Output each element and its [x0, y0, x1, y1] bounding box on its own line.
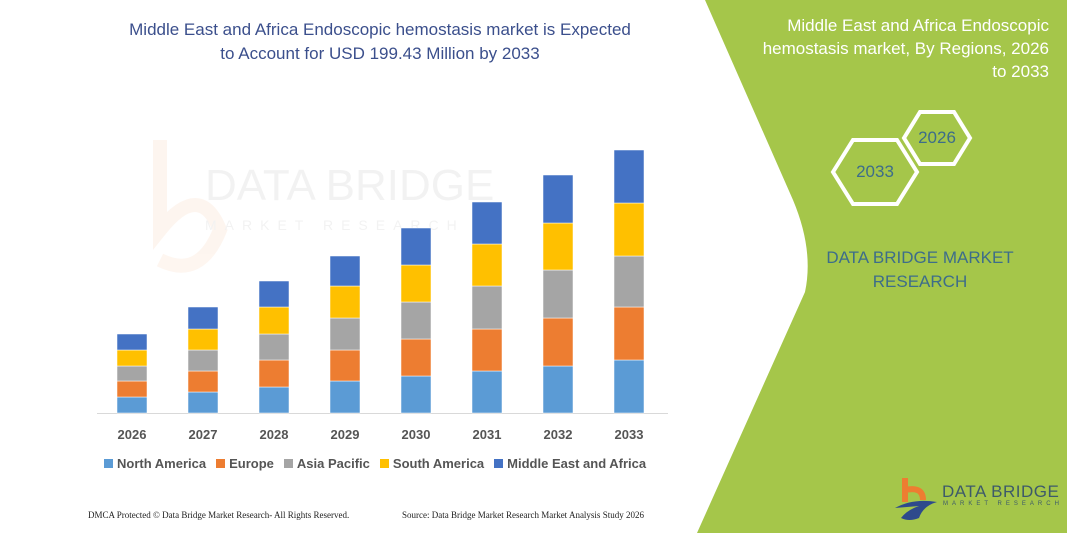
- legend: North America Europe Asia Pacific South Ame…: [104, 456, 646, 471]
- side-panel-title: Middle East and Africa Endoscopic hemost…: [762, 16, 1049, 81]
- bar-segment-asia-pacific-2030: [400, 301, 432, 340]
- x-tick-label: 2029: [331, 427, 360, 442]
- bar-segment-asia-pacific-2031: [471, 285, 503, 330]
- legend-label: Middle East and Africa: [507, 456, 647, 471]
- legend-label: Asia Pacific: [296, 456, 370, 471]
- x-tick-label: 2030: [402, 427, 431, 442]
- bar-segment-south-america-2029: [329, 285, 361, 319]
- bar-segment-middle-east-and-africa-2031: [471, 201, 503, 245]
- brand-text: DATA BRIDGE MARKET RESEARCH: [826, 248, 1014, 291]
- bar-segment-asia-pacific-2033: [613, 255, 645, 308]
- bar-segment-middle-east-and-africa-2027: [187, 306, 219, 330]
- bar-segment-south-america-2030: [400, 264, 432, 303]
- x-tick-label: 2032: [544, 427, 573, 442]
- bar-segment-europe-2030: [400, 338, 432, 377]
- legend-swatch: [379, 459, 389, 468]
- bar-segment-north-america-2027: [187, 391, 219, 414]
- bar-segment-south-america-2032: [542, 222, 574, 271]
- legend-swatch: [216, 459, 226, 468]
- bar-segment-middle-east-and-africa-2029: [329, 255, 361, 287]
- hex-label-end: 2033: [856, 162, 894, 181]
- bar-segment-north-america-2029: [329, 380, 361, 414]
- bar-segment-north-america-2031: [471, 370, 503, 414]
- bar-segment-europe-2033: [613, 306, 645, 361]
- bar-segment-south-america-2027: [187, 328, 219, 351]
- footer-copyright: DMCA Protected © Data Bridge Market Rese…: [88, 510, 350, 520]
- x-tick-label: 2028: [260, 427, 289, 442]
- legend-label: South America: [392, 456, 485, 471]
- legend-item: Asia Pacific: [283, 456, 370, 471]
- logo-name: DATA BRIDGE: [942, 482, 1060, 501]
- chart-title: Middle East and Africa Endoscopic hemost…: [129, 20, 631, 63]
- bar-segment-europe-2028: [258, 359, 290, 388]
- bar-segment-asia-pacific-2026: [116, 365, 148, 382]
- bar-segment-south-america-2033: [613, 202, 645, 257]
- bar-segment-asia-pacific-2032: [542, 269, 574, 319]
- bar-segment-middle-east-and-africa-2032: [542, 174, 574, 224]
- green-side-panel: [697, 0, 1067, 533]
- x-tick-label: 2026: [118, 427, 147, 442]
- bar-segment-asia-pacific-2029: [329, 317, 361, 351]
- bar-segment-north-america-2026: [116, 396, 148, 414]
- bar-segment-north-america-2033: [613, 359, 645, 414]
- legend-item: South America: [379, 456, 485, 471]
- bar-segment-north-america-2028: [258, 386, 290, 414]
- svg-text:MARKET RESEARCH: MARKET RESEARCH: [205, 217, 465, 233]
- legend-item: Europe: [216, 456, 274, 471]
- bar-segment-europe-2026: [116, 380, 148, 398]
- footer-source: Source: Data Bridge Market Research Mark…: [402, 510, 644, 520]
- legend-swatch: [494, 459, 504, 468]
- bar-segment-europe-2027: [187, 370, 219, 393]
- bar-segment-middle-east-and-africa-2028: [258, 280, 290, 308]
- bar-segment-europe-2032: [542, 317, 574, 367]
- hex-label-start: 2026: [918, 128, 956, 147]
- bar-segment-europe-2031: [471, 328, 503, 372]
- legend-label: North America: [117, 456, 207, 471]
- bar-segment-europe-2029: [329, 349, 361, 382]
- svg-text:DATA BRIDGE: DATA BRIDGE: [205, 161, 494, 210]
- bar-segment-asia-pacific-2028: [258, 333, 290, 361]
- x-tick-label: 2027: [189, 427, 218, 442]
- watermark-logo: DATA BRIDGE MARKET RESEARCH: [153, 140, 494, 273]
- bar-segment-north-america-2030: [400, 375, 432, 414]
- legend-label: Europe: [229, 456, 274, 471]
- legend-item: Middle East and Africa: [494, 456, 646, 471]
- bar-segment-south-america-2026: [116, 349, 148, 367]
- x-tick-label: 2033: [615, 427, 644, 442]
- x-tick-label: 2031: [473, 427, 502, 442]
- bar-segment-south-america-2031: [471, 243, 503, 287]
- legend-item: North America: [104, 456, 206, 471]
- logo-icon: [895, 478, 937, 520]
- logo-subtitle: MARKET RESEARCH: [943, 501, 1063, 507]
- bar-segment-middle-east-and-africa-2033: [613, 149, 645, 204]
- legend-swatch: [283, 459, 293, 468]
- legend-swatch: [104, 459, 113, 468]
- bar-segment-north-america-2032: [542, 365, 574, 414]
- hexagon-2033: [830, 138, 920, 206]
- bar-segment-middle-east-and-africa-2030: [400, 227, 432, 266]
- bar-segment-asia-pacific-2027: [187, 349, 219, 372]
- hexagon-2026: [901, 110, 973, 166]
- bar-segment-south-america-2028: [258, 306, 290, 335]
- bar-segment-middle-east-and-africa-2026: [116, 333, 148, 351]
